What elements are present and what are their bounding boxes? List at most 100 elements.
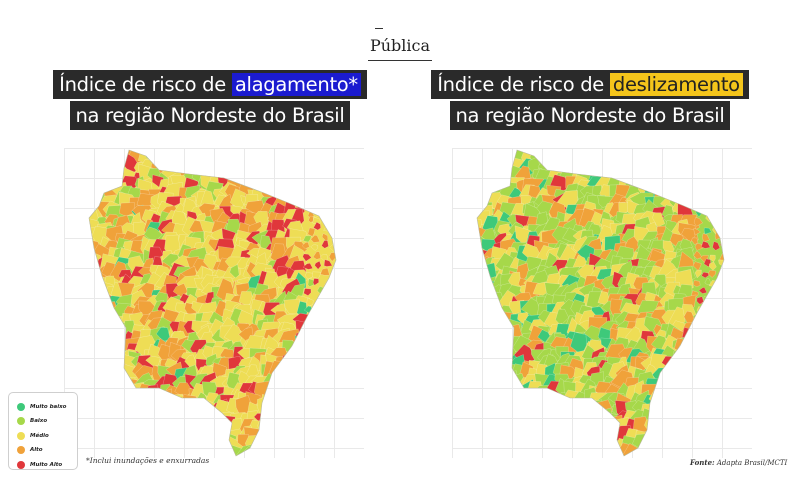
municipality-cell [89,335,102,356]
municipality-cell [712,438,721,447]
municipality-cell [549,431,561,443]
municipality-cell [314,358,323,367]
municipality-cell [477,401,481,416]
source-label: Fonte: [690,458,715,467]
municipality-cell [556,416,577,437]
municipality-cell [509,409,525,429]
municipality-cell [273,381,290,400]
municipality-cell [147,399,168,413]
municipality-cell [330,403,336,413]
municipality-cell [672,372,693,390]
municipality-cell [175,402,192,417]
municipality-cell [205,150,226,167]
municipality-cell [477,388,489,407]
municipality-cell [154,408,176,429]
municipality-cell [328,431,336,439]
municipality-cell [477,287,484,300]
municipality-cell [701,241,711,249]
municipality-cell [580,159,596,175]
municipality-cell [621,152,641,167]
municipality-cell [174,150,189,156]
municipality-cell [164,424,184,442]
municipality-cell [89,151,98,170]
municipality-cell [304,340,314,350]
municipality-cell [611,157,628,170]
municipality-cell [521,426,541,445]
municipality-cell [644,438,664,456]
municipality-cell [202,151,219,167]
municipality-cell [203,150,218,161]
municipality-cell [720,414,724,422]
municipality-cell [89,347,98,361]
municipality-cell [711,326,719,336]
municipality-cell [506,436,530,451]
municipality-cell [314,326,322,334]
municipality-cell [694,323,702,330]
municipality-cell [615,150,632,168]
municipality-cell [546,150,562,165]
legend: Muito baixo Baixo Médio Alto Muito Alto [8,392,78,470]
municipality-cell [507,445,531,456]
municipality-cell [690,386,699,395]
municipality-cell [303,429,314,440]
municipality-cell [322,171,330,181]
municipality-cell [547,407,564,422]
municipality-cell [91,357,106,372]
municipality-cell [525,447,544,456]
municipality-cell [484,384,502,401]
municipality-cell [556,426,571,444]
municipality-cell [322,299,329,308]
region-outline [476,149,725,457]
municipality-cell [171,413,189,431]
municipality-cell [695,426,704,434]
municipality-cell [643,150,663,158]
municipality-cell [659,423,676,439]
municipality-cell [518,448,534,456]
municipality-cell [292,389,307,406]
legend-label: Baixo [30,418,48,424]
municipality-cell [221,150,237,159]
municipality-cell [532,420,551,435]
municipality-cell [493,358,510,374]
municipality-cell [674,422,690,448]
title-flooding-highlight: alagamento* [231,73,361,96]
municipality-cell [701,150,711,154]
municipality-cell [89,315,104,339]
municipality-cell [89,297,103,315]
municipality-cell [265,425,283,443]
municipality-cell [710,402,720,413]
title-landslide-line2: na região Nordeste do Brasil [449,101,731,130]
municipality-cell [89,395,108,419]
municipality-cell [313,404,324,413]
legend-item: Médio [17,429,77,442]
municipality-cell [132,438,148,455]
municipality-cell [489,344,508,362]
municipality-cell [315,186,323,195]
municipality-cell [89,191,94,211]
municipality-cell [324,306,333,314]
municipality-cell [719,341,724,349]
municipality-cell [331,280,336,288]
municipality-cell [483,314,501,335]
municipality-cell [707,269,717,278]
municipality-cell [709,308,719,317]
title-flooding-line2: na região Nordeste do Brasil [69,101,351,130]
municipality-cell [93,340,106,354]
municipality-cell [718,224,724,232]
municipality-cell [275,150,294,158]
municipality-cell [550,150,565,153]
municipality-cell [224,150,248,167]
municipality-cell [718,404,724,412]
municipality-cell [100,339,121,355]
municipality-cell [105,347,124,366]
municipality-cell [281,361,303,383]
municipality-cell [678,446,696,456]
municipality-cell [491,167,510,185]
municipality-cell [656,383,671,401]
municipality-cell [612,150,623,156]
municipality-cell [195,159,211,176]
municipality-cell [495,319,509,337]
municipality-cell [94,312,106,325]
municipality-cell [312,271,322,279]
legend-item: Muito baixo [17,400,77,413]
